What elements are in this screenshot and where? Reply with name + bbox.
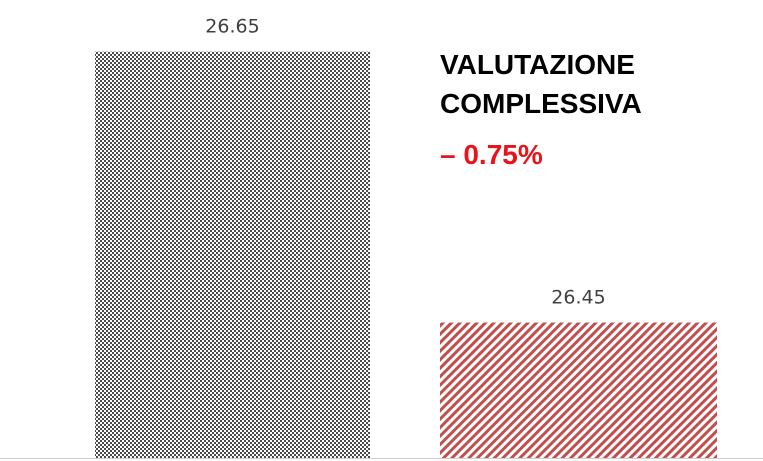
bar [95, 51, 370, 459]
annotation: VALUTAZIONE [440, 49, 635, 80]
bar [440, 322, 717, 458]
annotation: – 0.75% [440, 139, 543, 170]
value-label: 26.65 [205, 16, 259, 38]
annotation: COMPLESSIVA [440, 88, 642, 119]
value-label: 26.45 [551, 287, 605, 309]
